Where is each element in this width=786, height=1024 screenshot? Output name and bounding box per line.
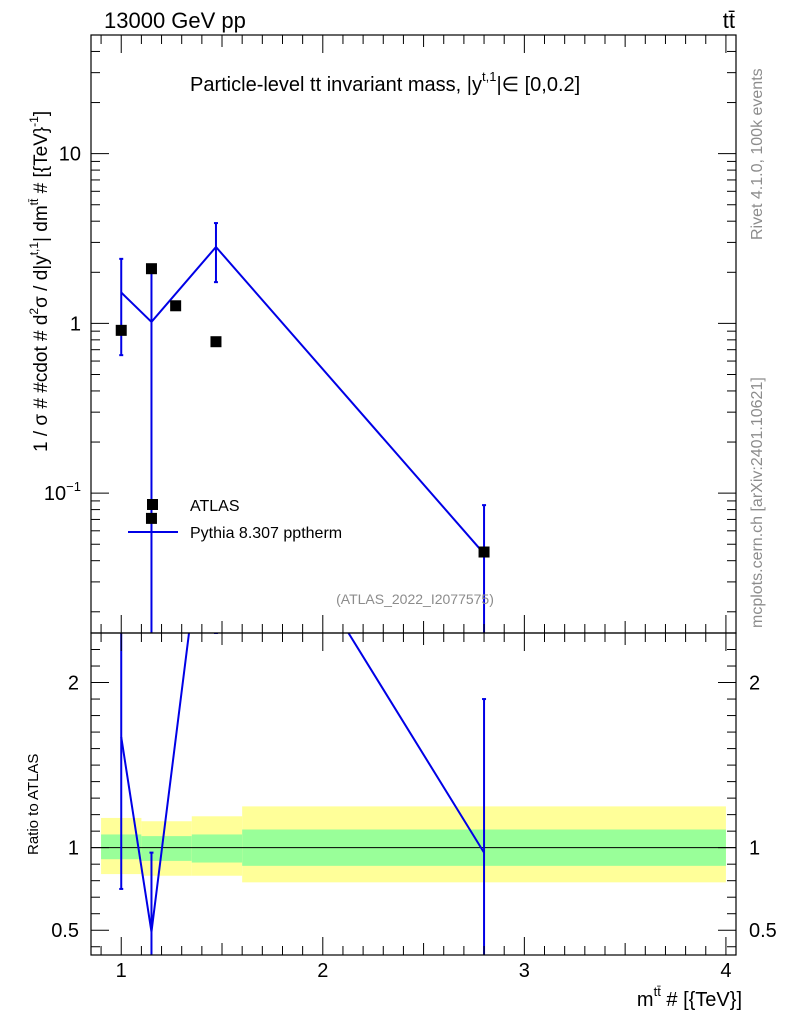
legend: ATLAS Pythia 8.307 pptherm <box>128 498 342 542</box>
main-y-tick-label: 10−1 <box>44 479 81 505</box>
ratio-y-tick-label-right: 1 <box>749 838 760 860</box>
ratio-axis-ticks: 0.5 0.5 1 1 2 2 1 2 3 4 <box>51 633 777 982</box>
atlas-data-point <box>145 263 157 275</box>
pythia-line <box>120 245 485 555</box>
plot-title: Particle-level tt invariant mass, |yt,1|… <box>190 69 580 96</box>
main-frame <box>90 34 737 634</box>
x-tick-label: 2 <box>317 960 328 982</box>
x-tick-label: 4 <box>720 960 731 982</box>
x-tick-label: 1 <box>116 960 127 982</box>
rivet-label: Rivet 4.1.0, 100k events <box>749 68 766 240</box>
atlas-data-point <box>210 336 222 348</box>
main-y-tick-label: 10 <box>59 144 81 166</box>
atlas-data-point <box>170 300 182 312</box>
ratio-band-inner <box>191 834 243 863</box>
ratio-y-axis-label: Ratio to ATLAS <box>25 754 42 855</box>
legend-pythia-label: Pythia 8.307 pptherm <box>190 525 342 542</box>
analysis-watermark: (ATLAS_2022_I2077575) <box>336 591 494 607</box>
atlas-data-point <box>115 324 127 336</box>
ratio-y-tick-label-left: 0.5 <box>51 920 79 942</box>
atlas-data-point <box>478 546 490 558</box>
pythia-ratio-line <box>120 633 485 933</box>
x-axis-label: mtt̄ # [{TeV}] <box>637 984 742 1011</box>
main-marks <box>115 222 490 633</box>
legend-atlas-label: ATLAS <box>190 498 240 515</box>
main-axis-ticks: 10 1 10−1 <box>44 34 736 633</box>
ratio-y-tick-label-right: 0.5 <box>749 920 777 942</box>
main-y-axis-label: 1 / σ # #cdot # d2σ / d|yt,1| dmtt̄ # [{… <box>27 111 52 452</box>
ratio-y-tick-label-left: 1 <box>68 838 79 860</box>
process-label: tt̄ <box>723 8 735 33</box>
ratio-bands <box>91 806 736 883</box>
mcplots-label: mcplots.cern.ch [arXiv:2401.10621] <box>749 377 766 628</box>
ratio-y-tick-label-right: 2 <box>749 673 760 695</box>
legend-atlas-marker <box>147 499 158 510</box>
ratio-y-tick-label-left: 2 <box>68 673 79 695</box>
energy-label: 13000 GeV pp <box>104 8 246 33</box>
main-y-tick-label: 1 <box>70 313 81 335</box>
ratio-band-inner <box>141 836 192 861</box>
atlas-data-point <box>145 512 157 524</box>
x-tick-label: 3 <box>519 960 530 982</box>
ratio-frame <box>90 632 737 956</box>
